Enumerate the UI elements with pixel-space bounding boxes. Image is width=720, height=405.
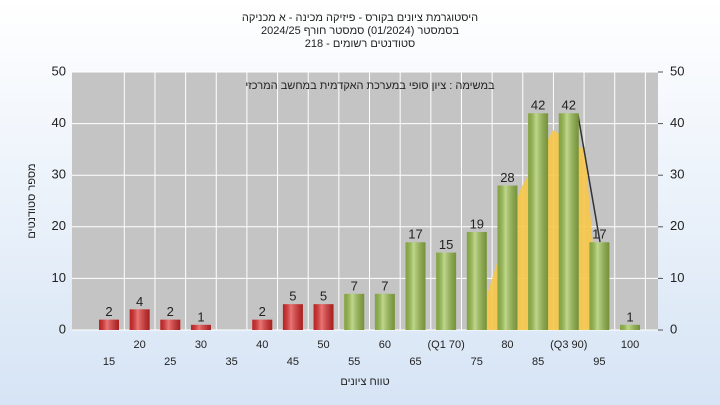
value-label: 28 — [500, 170, 514, 185]
value-label: 2 — [167, 304, 174, 319]
bar-shade — [558, 113, 579, 330]
bar-shade — [528, 113, 549, 330]
x-tick-label: 15 — [103, 356, 115, 368]
y-tick-label: 20 — [52, 218, 66, 233]
title-line: בסמסטר (01/2024) סמסטר חורף 2024/25 — [261, 25, 459, 37]
trend-line — [577, 114, 601, 243]
x-tick-label: (Q1 70) — [428, 339, 465, 351]
y-tick-label: 30 — [52, 167, 66, 182]
value-label: 19 — [470, 216, 484, 231]
value-label: 2 — [259, 304, 266, 319]
y-tick-label: 10 — [52, 270, 66, 285]
y-axis-label: מספר סטודנטים — [26, 163, 38, 238]
bar-shade — [129, 309, 150, 330]
x-tick-label: 55 — [348, 356, 360, 368]
x-tick-label: 95 — [593, 356, 605, 368]
x-tick-label: 25 — [164, 356, 176, 368]
x-tick-label: 100 — [621, 339, 639, 351]
y-tick-label: 40 — [52, 115, 66, 130]
value-label: 2 — [105, 304, 112, 319]
bar-shade — [344, 293, 365, 330]
value-label: 7 — [381, 278, 388, 293]
bar-shade — [620, 324, 641, 330]
y-tick-label: 0 — [59, 321, 66, 336]
x-tick-label: 20 — [134, 339, 146, 351]
x-tick-label: 40 — [256, 339, 268, 351]
value-label: 1 — [626, 309, 633, 324]
bar-shade — [497, 185, 518, 330]
x-tick-label: 35 — [225, 356, 237, 368]
bar-shade — [190, 324, 211, 330]
y2-tick-label: 50 — [670, 63, 684, 78]
value-label: 4 — [136, 294, 143, 309]
value-label: 5 — [289, 289, 296, 304]
bar-shade — [282, 304, 303, 330]
bar-shade — [436, 252, 457, 330]
value-label: 17 — [408, 227, 422, 242]
value-label: 17 — [592, 227, 606, 242]
value-label: 42 — [531, 98, 545, 113]
value-label: 7 — [351, 278, 358, 293]
title-line: סטודנטים רשומים - 218 — [305, 38, 416, 50]
bar-shade — [99, 319, 119, 330]
y2-tick-label: 20 — [670, 218, 684, 233]
bar-shade — [466, 231, 487, 330]
x-tick-label: 60 — [379, 339, 391, 351]
x-tick-label: 50 — [317, 339, 329, 351]
value-label: 15 — [439, 237, 453, 252]
x-tick-label: 80 — [501, 339, 513, 351]
value-label: 1 — [197, 309, 204, 324]
value-label: 42 — [562, 98, 576, 113]
annotation: במשימה : ציון סופי במערכת האקדמית במחשב … — [245, 80, 495, 92]
title-line: היסטוגרמת ציונים בקורס - פיזיקה מכינה - … — [242, 12, 478, 24]
x-axis-label: טווח ציונים — [340, 376, 389, 388]
y2-tick-label: 0 — [670, 321, 677, 336]
x-tick-label: 75 — [471, 356, 483, 368]
x-tick-label: (Q3 90) — [550, 339, 587, 351]
bar-shade — [160, 319, 181, 330]
bar-shade — [589, 242, 610, 330]
x-tick-label: 65 — [409, 356, 421, 368]
y2-tick-label: 10 — [670, 270, 684, 285]
x-tick-label: 30 — [195, 339, 207, 351]
bar-shade — [374, 293, 395, 330]
y2-tick-label: 40 — [670, 115, 684, 130]
bar-shade — [252, 319, 273, 330]
x-tick-label: 45 — [287, 356, 299, 368]
bar-shade — [405, 242, 426, 330]
x-tick-label: 85 — [532, 356, 544, 368]
y2-tick-label: 30 — [670, 167, 684, 182]
value-label: 5 — [320, 289, 327, 304]
bar-shade — [313, 304, 334, 330]
y-tick-label: 50 — [52, 63, 66, 78]
